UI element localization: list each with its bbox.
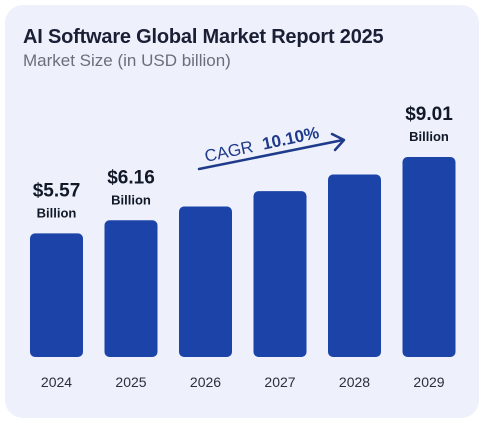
cagr-label: CAGR 10.10% [203,123,321,166]
bar-2029 [402,157,456,357]
x-tick-label-2029: 2029 [413,374,444,390]
bar-2026 [179,206,232,357]
bar-2027 [253,191,307,357]
data-label-unit-2025: Billion [111,192,151,207]
bar-2024 [30,233,83,357]
x-tick-label-2025: 2025 [115,374,146,390]
chart-subtitle: Market Size (in USD billion) [23,51,231,70]
bar-2028 [328,174,381,357]
data-label-value-2029: $9.01 [405,104,453,125]
x-tick-label-2028: 2028 [339,374,370,390]
cagr-label-text: CAGR [203,137,255,166]
cagr-value: 10.10% [260,123,320,154]
x-tick-label-2027: 2027 [264,374,295,390]
chart-title: AI Software Global Market Report 2025 [23,26,384,48]
cagr-arrow-head [330,132,346,152]
data-label-unit-2024: Billion [37,205,77,220]
data-label-value-2024: $5.57 [33,180,81,201]
data-label-value-2025: $6.16 [107,167,155,188]
chart-card [5,5,479,418]
bar-2025 [104,220,158,357]
cagr-arrow-line [197,138,345,171]
x-tick-label-2024: 2024 [41,374,72,390]
data-label-unit-2029: Billion [409,129,449,144]
cagr-annotation: CAGR 10.10% [197,123,346,171]
x-tick-label-2026: 2026 [190,374,221,390]
